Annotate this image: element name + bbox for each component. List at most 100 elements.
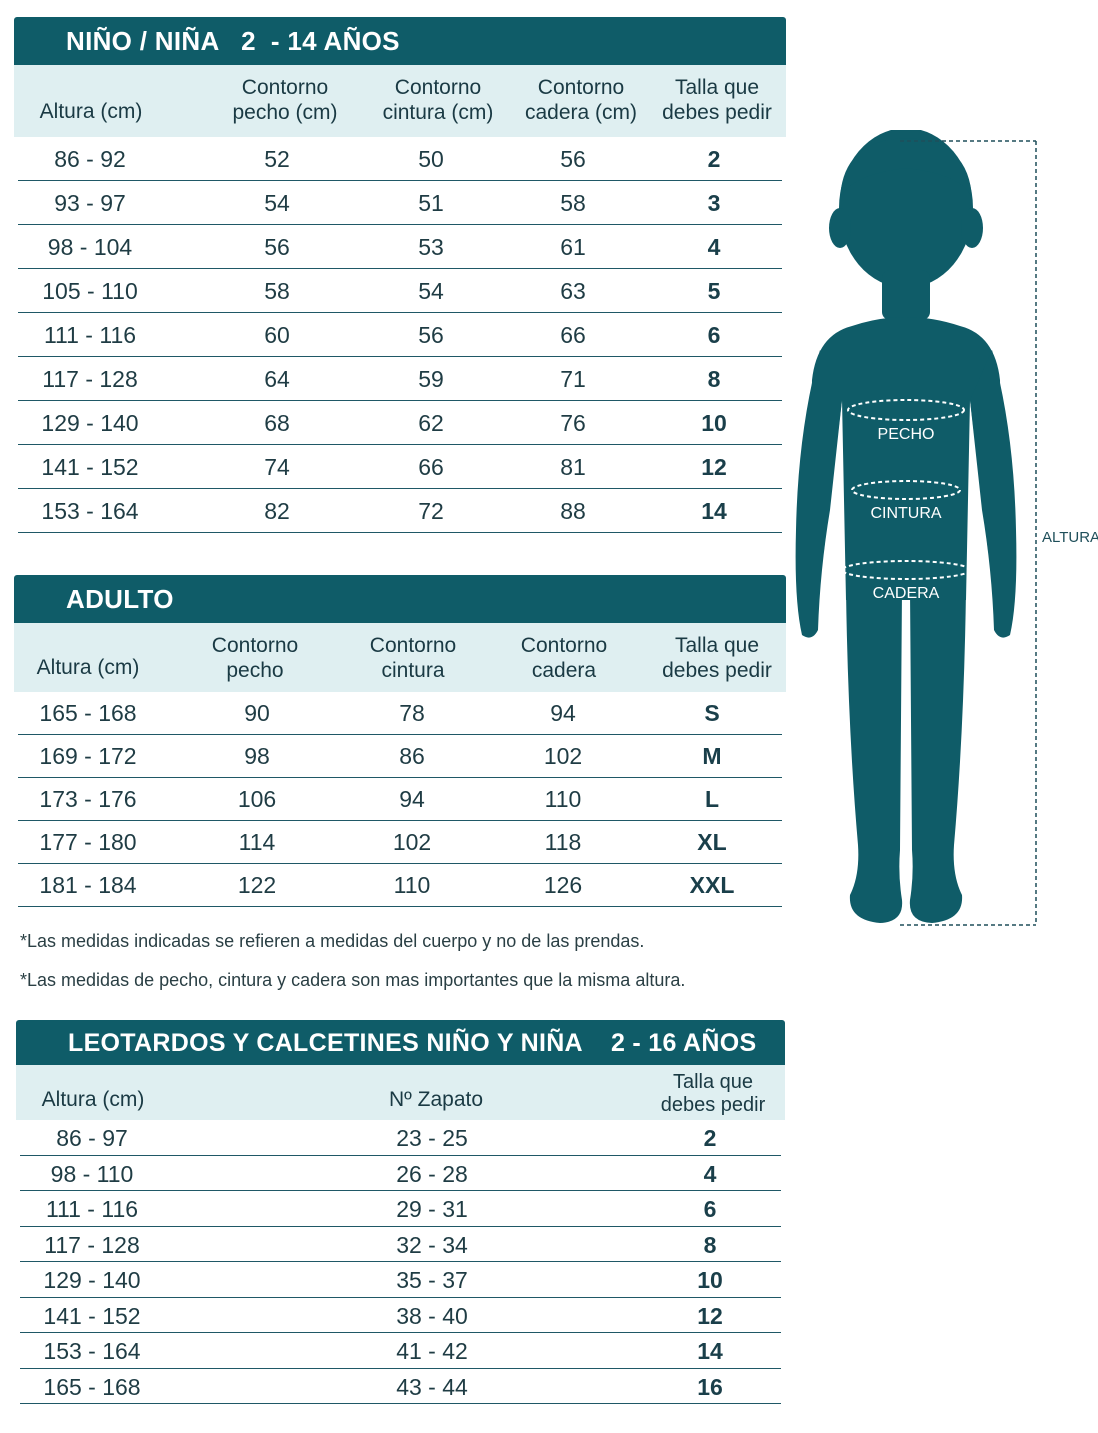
table-cell: 35 - 37 — [396, 1267, 468, 1293]
table-cell: 129 - 140 — [41, 410, 139, 436]
table-row: 111 - 116 60 56 66 6 — [18, 313, 782, 357]
waist-label: CINTURA — [870, 505, 941, 522]
table-cell: 10 — [701, 410, 727, 436]
table-cell: 51 — [418, 190, 444, 216]
table-row: 129 - 140 35 - 37 10 — [20, 1262, 781, 1298]
table-cell: 173 - 176 — [39, 786, 137, 812]
table-cell: 88 — [560, 498, 586, 524]
header-cintura: Contorno cintura — [369, 634, 457, 682]
table-cell: 78 — [399, 700, 425, 726]
chest-label: PECHO — [878, 426, 935, 443]
table-cell: 54 — [418, 278, 444, 304]
height-label: ALTURA — [1042, 529, 1098, 546]
header-altura: Altura (cm) — [39, 100, 143, 123]
table-cell: 117 - 128 — [42, 366, 138, 392]
table-cell: 86 — [399, 743, 425, 769]
table-cell: 10 — [697, 1267, 723, 1293]
table-cell: 141 - 152 — [41, 454, 139, 480]
table-cell: 111 - 116 — [45, 1196, 139, 1222]
table-cell: 181 - 184 — [39, 872, 137, 898]
table-cell: 62 — [418, 410, 444, 436]
table-cell: 94 — [550, 700, 576, 726]
table-row: 153 - 164 41 - 42 14 — [20, 1333, 781, 1369]
table-cell: 2 — [703, 1125, 717, 1151]
table-cell: XL — [697, 829, 727, 855]
table-row: 117 - 128 64 59 71 8 — [18, 357, 782, 401]
table-cell: 29 - 31 — [396, 1196, 468, 1222]
table-cell: 66 — [560, 322, 586, 348]
table-cell: 93 - 97 — [54, 190, 126, 216]
note-importance: *Las medidas de pecho, cintura y cadera … — [20, 970, 686, 990]
table-cell: XXL — [689, 872, 735, 898]
table-cell: 16 — [697, 1373, 723, 1400]
table-cell: 98 — [244, 743, 270, 769]
table-cell: 64 — [264, 366, 290, 392]
table-cell: 117 - 128 — [44, 1231, 140, 1258]
kids-size-table: NIÑO / NIÑA 2 - 14 AÑOS Altura (cm) Cont… — [14, 17, 786, 533]
table-cell: 4 — [707, 234, 721, 260]
table-cell: 59 — [418, 366, 444, 392]
kids-table-title: NIÑO / NIÑA 2 - 14 AÑOS — [14, 17, 786, 65]
table-cell: 141 - 152 — [43, 1302, 141, 1329]
table-cell: 165 - 168 — [39, 700, 137, 726]
header-altura: Altura (cm) — [41, 1088, 145, 1111]
table-row: 117 - 128 32 - 34 8 — [20, 1227, 781, 1262]
table-cell: 56 — [418, 322, 444, 348]
table-cell: 122 — [237, 872, 277, 898]
tights-table-body: 86 - 97 23 - 25 2 98 - 110 26 - 28 4 111 - 116… — [16, 1120, 785, 1404]
table-cell: 3 — [707, 190, 721, 216]
table-cell: 8 — [703, 1231, 717, 1258]
table-cell: 26 - 28 — [396, 1160, 468, 1187]
header-altura: Altura (cm) — [36, 656, 140, 679]
table-cell: 76 — [560, 410, 586, 436]
tights-table-header: Altura (cm) Nº Zapato Talla que debes pe… — [16, 1065, 785, 1120]
table-cell: 38 - 40 — [396, 1302, 468, 1329]
table-cell: 14 — [701, 498, 727, 524]
table-cell: 169 - 172 — [39, 743, 137, 769]
table-cell: 61 — [560, 234, 586, 260]
table-cell: 74 — [264, 454, 290, 480]
table-cell: 54 — [264, 190, 290, 216]
child-silhouette-icon: PECHO CINTURA CADERA ALTURA — [795, 128, 1098, 926]
adult-size-table: ADULTO Altura (cm) Contorno pecho Contor… — [14, 575, 786, 907]
measurement-guides — [841, 399, 971, 580]
table-cell: 71 — [560, 366, 586, 392]
table-row: 98 - 104 56 53 61 4 — [18, 225, 782, 269]
table-cell: 153 - 164 — [43, 1338, 141, 1364]
table-row: 105 - 110 58 54 63 5 — [18, 269, 782, 313]
header-cadera: Contorno cadera — [520, 634, 608, 682]
table-cell: 110 — [393, 872, 431, 898]
table-cell: M — [702, 743, 722, 769]
table-cell: 82 — [264, 498, 290, 524]
table-cell: 165 - 168 — [43, 1373, 141, 1400]
table-cell: 2 — [707, 146, 721, 172]
table-cell: 111 - 116 — [43, 322, 137, 348]
table-cell: 43 - 44 — [396, 1373, 468, 1400]
header-talla: Talla que debes pedir — [660, 1071, 766, 1116]
table-cell: 110 — [544, 786, 582, 812]
table-cell: S — [704, 700, 720, 726]
table-cell: 56 — [560, 146, 586, 172]
table-cell: 4 — [703, 1160, 717, 1187]
table-row: 86 - 97 23 - 25 2 — [20, 1120, 781, 1156]
table-cell: 72 — [418, 498, 444, 524]
table-cell: 177 - 180 — [39, 829, 137, 855]
table-row: 181 - 184 122 110 126 XXL — [18, 864, 782, 907]
header-cadera: Contorno cadera (cm) — [524, 76, 638, 124]
table-cell: 12 — [697, 1302, 723, 1329]
silhouette — [795, 128, 1017, 923]
table-cell: 105 - 110 — [42, 278, 138, 304]
table-cell: 81 — [560, 454, 586, 480]
table-row: 141 - 152 38 - 40 12 — [20, 1298, 781, 1333]
table-cell: 23 - 25 — [396, 1125, 468, 1151]
table-cell: 56 — [264, 234, 290, 260]
table-row: 86 - 92 52 50 56 2 — [18, 137, 782, 181]
table-row: 173 - 176 106 94 110 L — [18, 778, 782, 821]
table-cell: 98 - 104 — [47, 234, 133, 260]
table-row: 141 - 152 74 66 81 12 — [18, 445, 782, 489]
table-cell: 126 — [543, 872, 583, 898]
table-cell: 118 — [544, 829, 582, 855]
table-cell: 102 — [543, 743, 583, 769]
table-row: 165 - 168 90 78 94 S — [18, 692, 782, 735]
tights-size-table: LEOTARDOS Y CALCETINES NIÑO Y NIÑA 2 - 1… — [16, 1020, 785, 1404]
